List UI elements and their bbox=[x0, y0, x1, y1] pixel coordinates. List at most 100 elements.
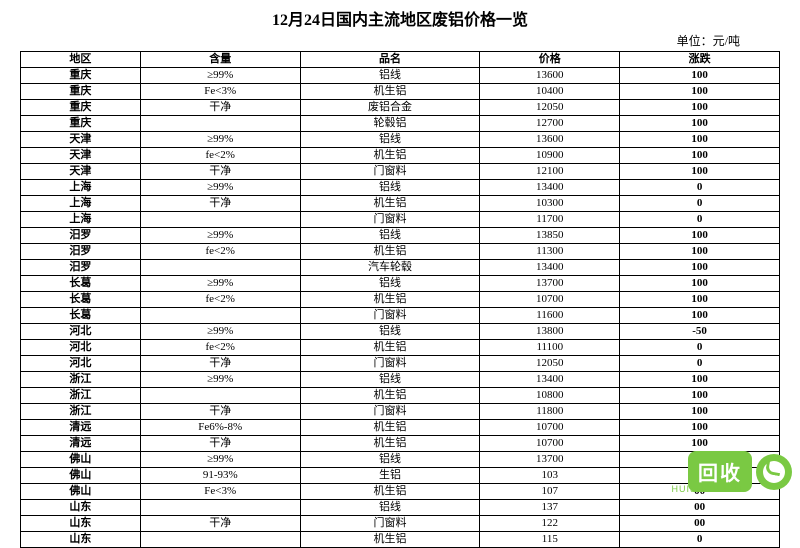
cell-name: 机生铝 bbox=[300, 84, 480, 100]
cell-price: 13600 bbox=[480, 132, 620, 148]
cell-region: 汨罗 bbox=[21, 244, 141, 260]
table-row: 佛山≥99%铝线13700100 bbox=[21, 452, 780, 468]
cell-price: 12050 bbox=[480, 356, 620, 372]
cell-region: 重庆 bbox=[21, 84, 141, 100]
cell-name: 门窗料 bbox=[300, 164, 480, 180]
cell-name: 铝线 bbox=[300, 228, 480, 244]
cell-region: 浙江 bbox=[21, 372, 141, 388]
cell-change: 100 bbox=[620, 244, 780, 260]
cell-content: 91-93% bbox=[140, 468, 300, 484]
cell-region: 上海 bbox=[21, 180, 141, 196]
cell-region: 浙江 bbox=[21, 388, 141, 404]
cell-name: 机生铝 bbox=[300, 148, 480, 164]
cell-change: 100 bbox=[620, 420, 780, 436]
cell-content: fe<2% bbox=[140, 148, 300, 164]
cell-name: 汽车轮毂 bbox=[300, 260, 480, 276]
cell-region: 清远 bbox=[21, 420, 141, 436]
cell-region: 山东 bbox=[21, 532, 141, 548]
cell-change: 100 bbox=[620, 68, 780, 84]
table-row: 天津≥99%铝线13600100 bbox=[21, 132, 780, 148]
cell-price: 137 bbox=[480, 500, 620, 516]
cell-price: 10300 bbox=[480, 196, 620, 212]
cell-name: 机生铝 bbox=[300, 484, 480, 500]
cell-content: 干净 bbox=[140, 196, 300, 212]
cell-change: 100 bbox=[620, 84, 780, 100]
cell-change: 100 bbox=[620, 404, 780, 420]
cell-region: 佛山 bbox=[21, 468, 141, 484]
cell-region: 山东 bbox=[21, 516, 141, 532]
cell-region: 佛山 bbox=[21, 484, 141, 500]
cell-content: ≥99% bbox=[140, 68, 300, 84]
table-row: 浙江机生铝10800100 bbox=[21, 388, 780, 404]
cell-change: 0 bbox=[620, 532, 780, 548]
cell-content: Fe6%-8% bbox=[140, 420, 300, 436]
cell-region: 天津 bbox=[21, 164, 141, 180]
cell-name: 生铝 bbox=[300, 468, 480, 484]
table-row: 浙江干净门窗料11800100 bbox=[21, 404, 780, 420]
table-row: 重庆≥99%铝线13600100 bbox=[21, 68, 780, 84]
cell-change: 0 bbox=[620, 212, 780, 228]
table-row: 上海干净机生铝103000 bbox=[21, 196, 780, 212]
table-body: 重庆≥99%铝线13600100重庆Fe<3%机生铝10400100重庆干净废铝… bbox=[21, 68, 780, 548]
cell-content: ≥99% bbox=[140, 372, 300, 388]
cell-region: 重庆 bbox=[21, 100, 141, 116]
cell-price: 12100 bbox=[480, 164, 620, 180]
cell-region: 浙江 bbox=[21, 404, 141, 420]
table-row: 重庆Fe<3%机生铝10400100 bbox=[21, 84, 780, 100]
cell-price: 10700 bbox=[480, 292, 620, 308]
cell-region: 汨罗 bbox=[21, 260, 141, 276]
cell-content bbox=[140, 260, 300, 276]
table-row: 佛山91-93%生铝1030 bbox=[21, 468, 780, 484]
cell-price: 13700 bbox=[480, 276, 620, 292]
cell-content: ≥99% bbox=[140, 276, 300, 292]
cell-content bbox=[140, 532, 300, 548]
cell-price: 11100 bbox=[480, 340, 620, 356]
cell-content: 干净 bbox=[140, 404, 300, 420]
watermark: 回收 HUISHOUREN bbox=[688, 451, 792, 492]
cell-region: 河北 bbox=[21, 356, 141, 372]
cell-change: 100 bbox=[620, 132, 780, 148]
unit-label: 单位：元/吨 bbox=[0, 32, 800, 51]
table-header-row: 地区 含量 品名 价格 涨跌 bbox=[21, 52, 780, 68]
header-name: 品名 bbox=[300, 52, 480, 68]
cell-change: 100 bbox=[620, 276, 780, 292]
cell-region: 山东 bbox=[21, 500, 141, 516]
cell-name: 机生铝 bbox=[300, 436, 480, 452]
cell-region: 上海 bbox=[21, 212, 141, 228]
table-row: 清远干净机生铝10700100 bbox=[21, 436, 780, 452]
cell-name: 机生铝 bbox=[300, 388, 480, 404]
cell-name: 铝线 bbox=[300, 500, 480, 516]
cell-price: 122 bbox=[480, 516, 620, 532]
cell-content: ≥99% bbox=[140, 132, 300, 148]
cell-name: 机生铝 bbox=[300, 340, 480, 356]
table-row: 汨罗fe<2%机生铝11300100 bbox=[21, 244, 780, 260]
cell-content: 干净 bbox=[140, 356, 300, 372]
table-row: 天津fe<2%机生铝10900100 bbox=[21, 148, 780, 164]
table-row: 河北≥99%铝线13800-50 bbox=[21, 324, 780, 340]
price-table: 地区 含量 品名 价格 涨跌 重庆≥99%铝线13600100重庆Fe<3%机生… bbox=[20, 51, 780, 548]
cell-name: 铝线 bbox=[300, 324, 480, 340]
cell-price: 13600 bbox=[480, 68, 620, 84]
cell-price: 11600 bbox=[480, 308, 620, 324]
cell-change: 100 bbox=[620, 388, 780, 404]
cell-name: 铝线 bbox=[300, 68, 480, 84]
cell-change: 0 bbox=[620, 340, 780, 356]
cell-content: ≥99% bbox=[140, 452, 300, 468]
cell-name: 铝线 bbox=[300, 276, 480, 292]
cell-content: ≥99% bbox=[140, 324, 300, 340]
cell-change: 100 bbox=[620, 228, 780, 244]
cell-name: 铝线 bbox=[300, 132, 480, 148]
cell-region: 河北 bbox=[21, 340, 141, 356]
page-title: 12月24日国内主流地区废铝价格一览 bbox=[0, 0, 800, 32]
cell-price: 12050 bbox=[480, 100, 620, 116]
cell-content bbox=[140, 500, 300, 516]
table-row: 重庆轮毂铝12700100 bbox=[21, 116, 780, 132]
cell-region: 长葛 bbox=[21, 276, 141, 292]
cell-content: 干净 bbox=[140, 100, 300, 116]
cell-name: 机生铝 bbox=[300, 532, 480, 548]
cell-region: 长葛 bbox=[21, 308, 141, 324]
cell-name: 废铝合金 bbox=[300, 100, 480, 116]
cell-price: 13400 bbox=[480, 372, 620, 388]
table-row: 山东干净门窗料12200 bbox=[21, 516, 780, 532]
cell-region: 长葛 bbox=[21, 292, 141, 308]
